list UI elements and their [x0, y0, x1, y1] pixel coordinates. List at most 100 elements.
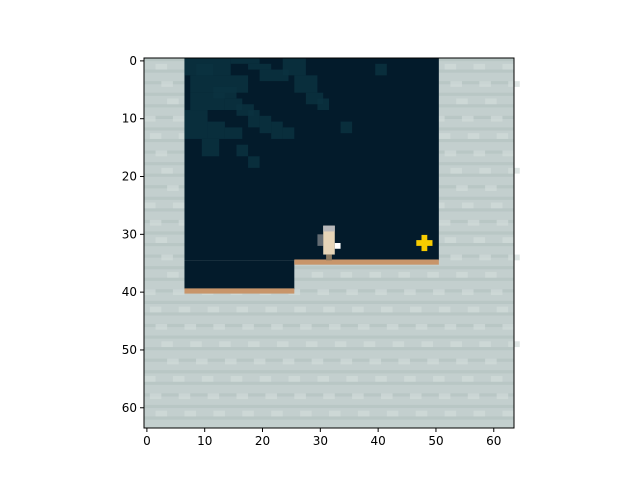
wall-brick: [288, 375, 301, 382]
floor-ledge: [294, 259, 439, 265]
wall-brick: [242, 323, 254, 330]
wall-stripe: [144, 266, 514, 270]
wall-brick: [456, 271, 468, 278]
sky-texture-patch: [213, 86, 237, 99]
sky-texture-patch: [259, 69, 289, 82]
x-tick-label: 40: [371, 434, 386, 448]
x-axis: 0 10 20 30 40 50 60: [143, 428, 501, 448]
wall-brick: [381, 306, 393, 313]
wall-brick: [485, 271, 497, 278]
wall-brick: [473, 237, 486, 243]
wall-brick: [450, 167, 462, 174]
wall-stripe: [144, 335, 514, 339]
wall-brick: [433, 375, 445, 382]
wall-brick: [404, 375, 416, 382]
wall-brick: [178, 393, 191, 400]
wall-brick: [300, 410, 312, 417]
wall-brick: [415, 410, 428, 417]
wall-brick: [259, 375, 272, 382]
sky-texture-patch: [271, 121, 283, 139]
wall-stripe: [144, 381, 514, 385]
y-axis: 0 10 20 30 40 50 60: [122, 54, 144, 415]
wall-brick: [334, 341, 347, 348]
x-tick-label: 30: [313, 434, 328, 448]
wall-brick: [502, 63, 514, 70]
wall-brick: [311, 358, 324, 365]
game-scene: [144, 58, 520, 428]
wall-brick: [213, 323, 225, 330]
player-feet: [326, 254, 332, 261]
wall-brick: [149, 393, 162, 400]
wall-brick: [346, 289, 358, 296]
y-tick-label: 50: [122, 343, 137, 357]
wall-brick: [161, 341, 173, 348]
wall-brick: [196, 358, 208, 365]
player-sprite: [317, 225, 341, 261]
wall-brick: [219, 341, 231, 348]
wall-brick: [167, 98, 179, 105]
wall-brick: [172, 115, 185, 122]
wall-brick: [502, 150, 514, 157]
wall-brick: [467, 133, 480, 139]
wall-brick: [144, 375, 156, 382]
wall-brick: [317, 375, 329, 382]
wall-brick: [300, 323, 312, 330]
sky-texture-patch: [201, 138, 220, 157]
wall-stripe: [144, 300, 514, 304]
player-shadow: [317, 234, 324, 246]
wall-brick: [172, 375, 185, 382]
wall-brick: [461, 202, 474, 209]
wall-brick: [479, 254, 491, 261]
wall-brick: [144, 289, 156, 296]
wall-brick: [253, 358, 266, 365]
sky-texture-patch: [248, 110, 260, 128]
wall-brick: [479, 167, 491, 174]
y-tick-label: 30: [122, 227, 137, 241]
player-hand: [334, 243, 341, 249]
y-tick-label: 10: [122, 112, 137, 126]
wall-brick: [409, 393, 422, 400]
wall-brick: [461, 289, 474, 296]
wall-brick: [155, 323, 168, 330]
wall-brick: [473, 150, 486, 157]
wall-brick: [329, 410, 341, 417]
wall-brick: [502, 323, 514, 330]
sky-texture-patch: [282, 58, 306, 76]
x-tick-label: 0: [143, 434, 151, 448]
wall-brick: [155, 150, 168, 157]
wall-brick: [450, 254, 462, 261]
wall-brick: [496, 306, 509, 313]
wall-brick: [323, 393, 335, 400]
wall-stripe: [144, 347, 514, 351]
wall-brick: [485, 98, 497, 105]
sky-texture-patch: [184, 110, 208, 139]
plot-frame: [143, 57, 515, 429]
sky-texture-patch: [375, 63, 387, 76]
wall-stripe: [144, 312, 514, 316]
wall-brick: [144, 202, 156, 209]
wall-brick: [467, 393, 480, 400]
y-tick-label: 0: [129, 54, 137, 68]
wall-brick: [456, 358, 468, 365]
x-tick-label: 10: [197, 434, 212, 448]
wall-brick: [265, 393, 277, 400]
wall-brick: [271, 323, 283, 330]
wall-brick: [224, 358, 237, 365]
wall-brick: [161, 167, 173, 174]
wall-brick: [340, 358, 353, 365]
wall-brick: [404, 289, 416, 296]
wall-brick: [456, 98, 468, 105]
wall-brick: [490, 115, 503, 122]
wall-brick: [357, 323, 370, 330]
wall-brick: [155, 237, 168, 243]
wall-stripe: [144, 404, 514, 409]
wall-brick: [201, 375, 214, 382]
wall-brick: [155, 63, 168, 70]
wall-brick: [490, 202, 503, 209]
sky-texture-patch: [248, 63, 272, 70]
goal-cross-icon: [416, 234, 433, 252]
wall-brick: [207, 393, 220, 400]
wall-brick: [375, 289, 387, 296]
wall-brick: [271, 410, 283, 417]
sky-texture-patch: [294, 75, 318, 93]
